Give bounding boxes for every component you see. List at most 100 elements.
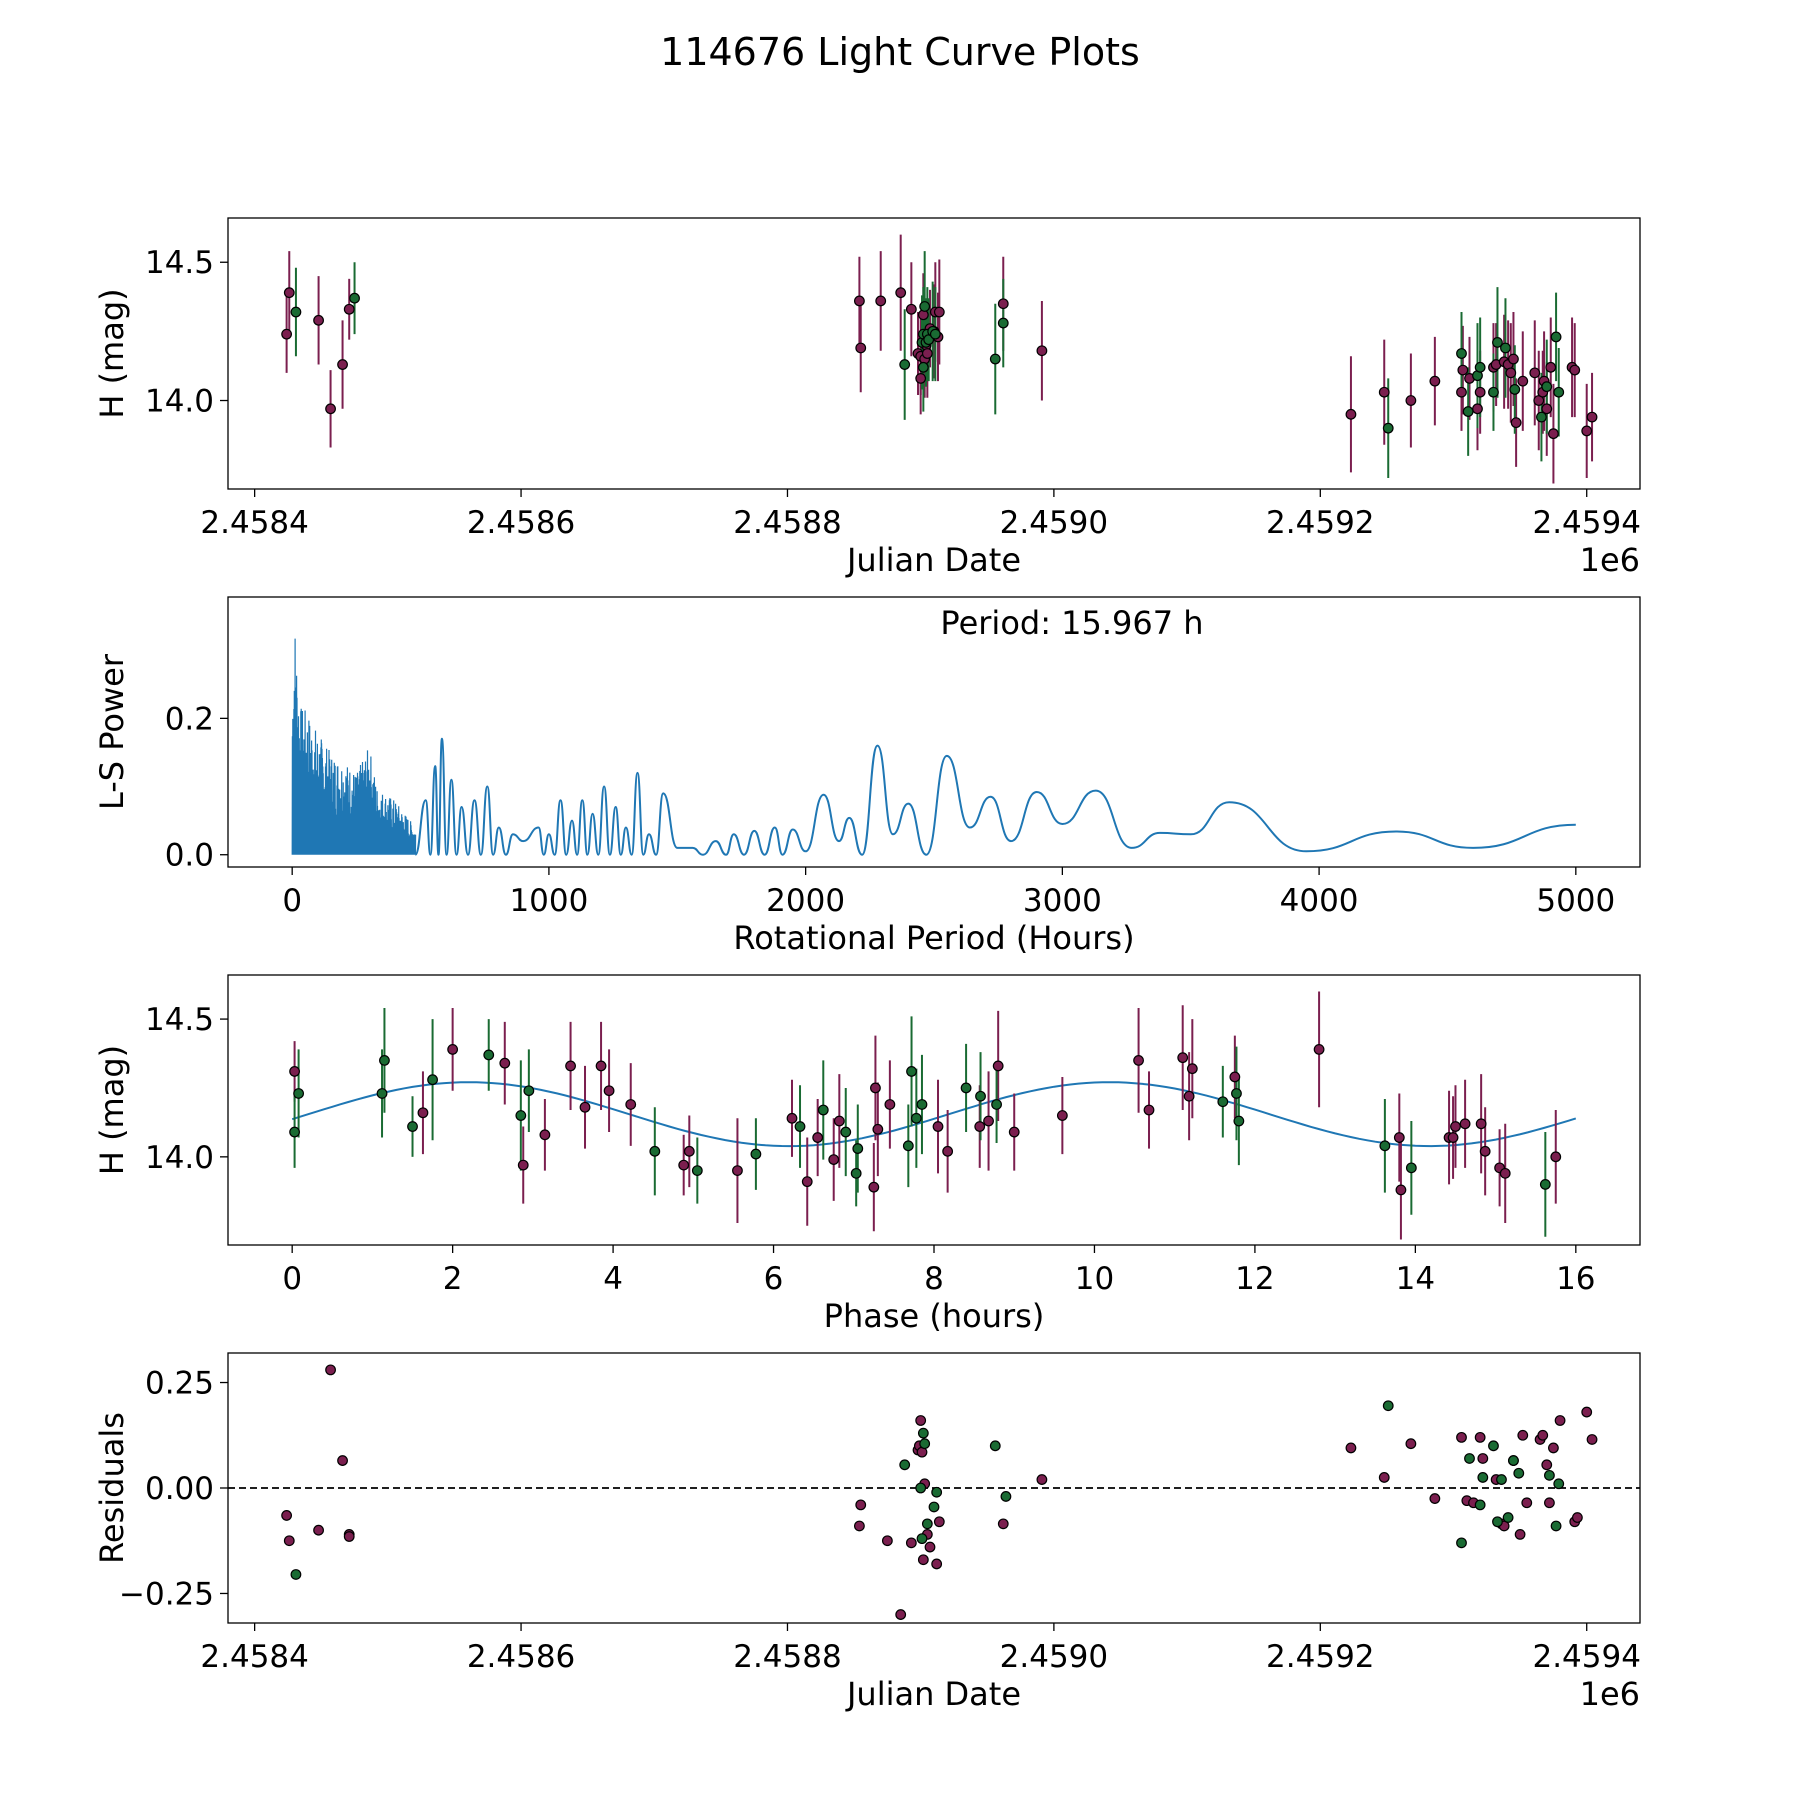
- phased-point: [910, 1112, 922, 1124]
- residuals-point: [1456, 1431, 1467, 1443]
- lightcurve-point: [895, 287, 907, 299]
- phased-point: [523, 1085, 535, 1097]
- residuals-point: [1571, 1512, 1583, 1523]
- residuals-point: [919, 1438, 931, 1450]
- phased-point: [975, 1090, 986, 1102]
- residuals-point: [854, 1520, 865, 1532]
- phased-point: [1539, 1178, 1551, 1190]
- residuals-point: [1456, 1537, 1467, 1549]
- lightcurve-point: [1488, 386, 1499, 398]
- lightcurve-point: [1553, 386, 1565, 398]
- lightcurve-point: [283, 287, 295, 299]
- periodogram-marks: [291, 638, 1576, 856]
- residuals-point: [1492, 1516, 1503, 1528]
- lightcurve-point: [875, 295, 887, 307]
- phased-point: [1405, 1162, 1417, 1174]
- lightcurve-point: [899, 359, 911, 370]
- lightcurve-xlabel: Julian Date: [845, 541, 1021, 579]
- lightcurve-point: [1474, 386, 1486, 398]
- phased-point: [794, 1121, 806, 1132]
- phased-point: [447, 1043, 459, 1055]
- residuals-point: [933, 1516, 945, 1528]
- residuals-offset-label: 1e6: [1580, 1675, 1640, 1713]
- residuals-point: [855, 1499, 867, 1511]
- lightcurve-point: [997, 298, 1009, 310]
- phased-xtick-label: 2: [443, 1261, 463, 1297]
- lightcurve-point: [929, 328, 941, 340]
- phased-point: [649, 1145, 661, 1157]
- lightcurve-point: [1581, 425, 1593, 437]
- phased-ticks: 0 2 4 6 8 10 12 14 16 14.0 14.5: [145, 1002, 1596, 1297]
- phased-point: [870, 1082, 881, 1094]
- phased-point: [565, 1060, 576, 1072]
- lightcurve-point: [1405, 395, 1417, 406]
- lightcurve-ticks: 2.4584 2.4586 2.4588 2.4590 2.4592 2.4594 14.0…: [145, 245, 1641, 541]
- residuals-point: [928, 1501, 940, 1513]
- residuals-point: [337, 1455, 348, 1466]
- lightcurve-offset-label: 1e6: [1580, 541, 1640, 579]
- lightcurve-point: [1510, 417, 1522, 429]
- residuals-point: [1474, 1431, 1486, 1443]
- lightcurve-panel: 2.4584 2.4586 2.4588 2.4590 2.4592 2.4594 14.0…: [93, 217, 1641, 579]
- residuals-xtick-label: 2.4584: [200, 1639, 308, 1675]
- residuals-panel: 2.4584 2.4586 2.4588 2.4590 2.4592 2.4594 −0.2…: [93, 1352, 1641, 1713]
- residuals-point: [313, 1524, 324, 1536]
- periodogram-xtick-label: 5000: [1536, 883, 1615, 919]
- periodogram-xtick-label: 2000: [766, 883, 845, 919]
- periodogram-dense-spikes: [291, 638, 417, 855]
- phased-point: [1008, 1126, 1020, 1138]
- phased-point: [786, 1112, 798, 1124]
- residuals-point: [1477, 1453, 1489, 1464]
- lightcurve-point: [1382, 422, 1394, 434]
- phased-point: [812, 1132, 824, 1143]
- residuals-point: [1488, 1440, 1499, 1452]
- lightcurve-xtick-label: 2.4590: [1000, 505, 1108, 541]
- phased-point: [916, 1099, 928, 1110]
- phased-point: [852, 1143, 864, 1154]
- phased-point: [1459, 1118, 1471, 1130]
- phased-point: [1133, 1055, 1144, 1066]
- period-annotation: Period: 15.967 h: [940, 604, 1203, 642]
- residuals-point: [1537, 1429, 1549, 1441]
- residuals-point: [895, 1609, 907, 1620]
- phased-xtick-label: 12: [1235, 1261, 1274, 1297]
- phased-point: [1479, 1145, 1491, 1157]
- lightcurve-point: [281, 328, 293, 340]
- residuals-point: [1036, 1474, 1048, 1485]
- phased-point: [992, 1060, 1004, 1072]
- periodogram-axes-frame: [227, 596, 1641, 868]
- residuals-point: [989, 1440, 1001, 1452]
- phased-marks: [289, 991, 1577, 1240]
- lightcurve-ylabel: H (mag): [93, 288, 131, 418]
- phased-point: [1395, 1184, 1407, 1196]
- residuals-point: [1496, 1474, 1507, 1485]
- phased-ytick-label: 14.0: [145, 1140, 214, 1176]
- phased-point: [801, 1176, 813, 1188]
- phased-point: [1379, 1140, 1391, 1152]
- phased-point: [515, 1110, 527, 1121]
- phased-point: [691, 1165, 703, 1177]
- phased-point: [960, 1082, 972, 1094]
- phased-point: [817, 1104, 829, 1116]
- lightcurve-point: [915, 372, 927, 384]
- phased-point: [579, 1101, 591, 1113]
- lightcurve-marks: [281, 234, 1598, 484]
- residuals-ylabel: Residuals: [93, 1412, 131, 1564]
- phased-xtick-label: 6: [764, 1261, 784, 1297]
- lightcurve-point: [1541, 381, 1553, 393]
- residuals-point: [1553, 1478, 1565, 1490]
- phased-point: [417, 1107, 429, 1119]
- phased-point: [1450, 1121, 1461, 1132]
- residuals-xtick-label: 2.4586: [467, 1639, 575, 1675]
- residuals-point: [915, 1482, 927, 1494]
- residuals-point: [1405, 1438, 1417, 1450]
- periodogram-panel: 0 1000 2000 3000 4000 5000 0.0 0.2 Rotational P…: [93, 596, 1641, 957]
- residuals-point: [1581, 1406, 1593, 1418]
- residuals-ytick-label: 0.25: [145, 1366, 214, 1402]
- phased-point: [483, 1049, 495, 1061]
- lightcurve-point: [343, 303, 355, 315]
- phased-point: [289, 1066, 300, 1077]
- residuals-point: [917, 1554, 929, 1566]
- lightcurve-point: [1472, 403, 1483, 415]
